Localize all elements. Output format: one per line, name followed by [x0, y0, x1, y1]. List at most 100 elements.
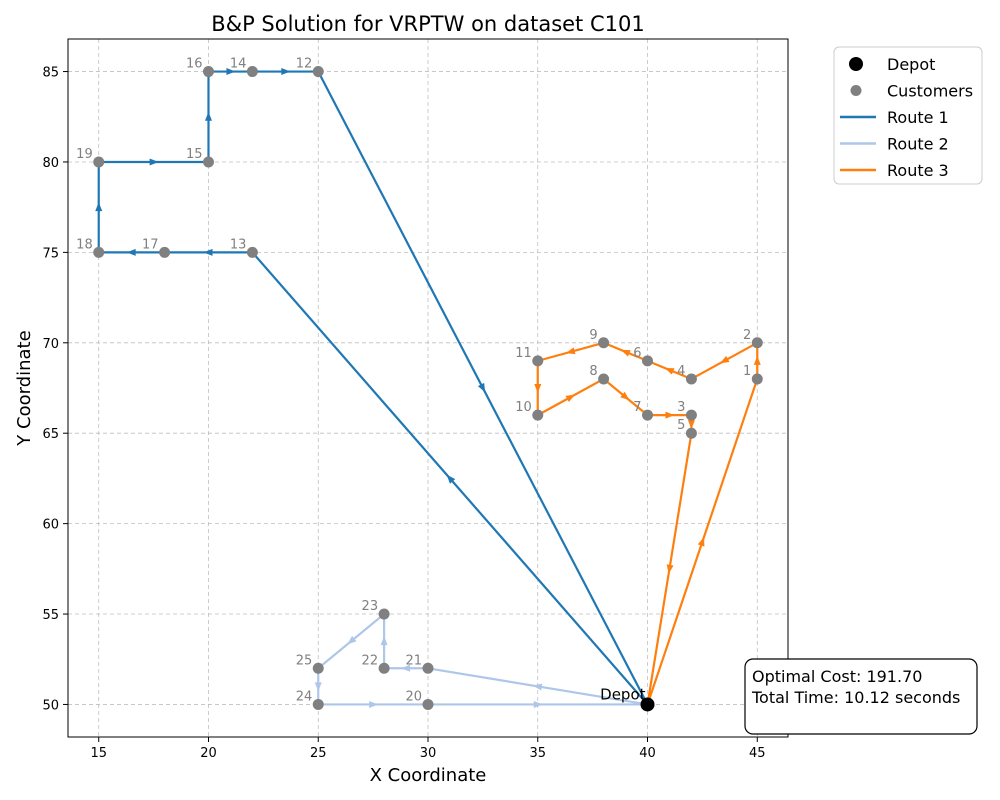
route-1-arrow [478, 383, 488, 394]
annotation-line: Optimal Cost: 191.70 [752, 667, 922, 686]
customer-label: 23 [362, 599, 379, 614]
customer-point [423, 699, 434, 710]
x-tick-label: 35 [529, 746, 546, 761]
customer-point [159, 247, 170, 258]
plot-frame [68, 39, 788, 737]
y-tick-label: 55 [42, 608, 59, 623]
customer-label: 13 [230, 237, 247, 252]
customer-label: 4 [677, 364, 685, 379]
route-3-arrow [718, 356, 729, 366]
cost-annotation: Optimal Cost: 191.70 Total Time: 10.12 se… [745, 659, 977, 734]
x-tick-label: 20 [200, 746, 217, 761]
customer-point [642, 410, 653, 421]
customer-point [532, 410, 543, 421]
route-3-arrow [534, 384, 541, 393]
legend-depot-marker [849, 57, 863, 71]
route-1-arrow [150, 158, 159, 165]
y-axis-ticks: 50 55 60 65 70 75 80 85 [42, 66, 68, 714]
customer-label: 11 [515, 346, 532, 361]
y-tick-label: 75 [42, 246, 59, 261]
route-2-arrow [315, 682, 322, 691]
route-1-arrow [127, 249, 136, 256]
customer-label: 10 [515, 400, 532, 415]
customer-point [203, 156, 214, 167]
customer-label: 7 [633, 400, 641, 415]
route-2-arrow [534, 701, 543, 708]
y-axis-label: Y Coordinate [14, 330, 35, 446]
y-tick-label: 70 [42, 337, 59, 352]
customer-point [313, 699, 324, 710]
route-1-arrow [205, 112, 212, 121]
customer-label: 18 [76, 237, 93, 252]
customer-point [598, 337, 609, 348]
depot-label: Depot [600, 685, 645, 703]
y-tick-label: 80 [42, 156, 59, 171]
customer-point [379, 663, 390, 674]
customer-label: 14 [230, 57, 247, 72]
customer-point [423, 663, 434, 674]
y-tick-label: 60 [42, 518, 59, 533]
customer-label: 20 [405, 689, 422, 704]
customer-point [93, 247, 104, 258]
customer-label: 17 [142, 237, 159, 252]
route-2-arrow [369, 701, 378, 708]
customer-label: 21 [405, 653, 422, 668]
route-2-arrow [381, 636, 388, 645]
y-tick-label: 50 [42, 698, 59, 713]
y-tick-label: 85 [42, 66, 59, 81]
customer-label: 5 [677, 418, 685, 433]
legend-label: Route 3 [887, 161, 949, 180]
customer-label: 9 [589, 328, 597, 343]
customer-point [313, 66, 324, 77]
legend-customer-marker [851, 85, 862, 96]
x-tick-label: 25 [310, 746, 327, 761]
customer-point [379, 609, 390, 620]
route-1-arrow [281, 68, 290, 75]
x-axis-label: X Coordinate [370, 765, 487, 786]
customer-point [247, 66, 258, 77]
grid [68, 39, 788, 737]
customer-label: 2 [743, 328, 751, 343]
annotation-line: Total Time: 10.12 seconds [751, 688, 960, 707]
customer-point [752, 373, 763, 384]
customer-point [752, 337, 763, 348]
route-3-arrow [620, 347, 631, 357]
customer-point [642, 355, 653, 366]
legend-label: Route 2 [887, 135, 949, 154]
x-tick-label: 40 [639, 746, 656, 761]
y-tick-label: 65 [42, 427, 59, 442]
x-axis-ticks: 15 20 25 30 35 40 45 [90, 737, 765, 761]
route-1-arrow [95, 202, 102, 211]
customer-point [93, 156, 104, 167]
customer-point [532, 355, 543, 366]
customer-label: 3 [677, 400, 685, 415]
legend-label: Depot [887, 55, 935, 74]
customer-label: 22 [362, 653, 379, 668]
customer-label: 16 [186, 57, 203, 72]
customer-label: 24 [296, 689, 313, 704]
route-3-arrow [754, 356, 761, 365]
route-3-arrow [565, 392, 576, 402]
customer-point [598, 373, 609, 384]
route-3-arrow [664, 365, 675, 375]
customer-point [313, 663, 324, 674]
customer-label: 1 [743, 364, 751, 379]
x-tick-label: 45 [749, 746, 766, 761]
customer-label: 6 [633, 346, 641, 361]
route-1-arrow [203, 249, 212, 256]
customer-label: 19 [76, 147, 93, 162]
route-3-arrow [698, 536, 708, 547]
customer-label: 12 [296, 57, 313, 72]
point-labels: 1234567891011121314151617181920212223242… [76, 57, 751, 705]
customer-point [247, 247, 258, 258]
customer-label: 15 [186, 147, 203, 162]
customer-label: 25 [296, 653, 313, 668]
legend-label: Customers [887, 82, 973, 101]
x-tick-label: 15 [90, 746, 107, 761]
legend-label: Route 1 [887, 108, 949, 127]
customer-label: 8 [589, 364, 597, 379]
chart-title: B&P Solution for VRPTW on dataset C101 [211, 12, 644, 36]
route-3-arrow [665, 412, 674, 419]
customer-point [686, 373, 697, 384]
